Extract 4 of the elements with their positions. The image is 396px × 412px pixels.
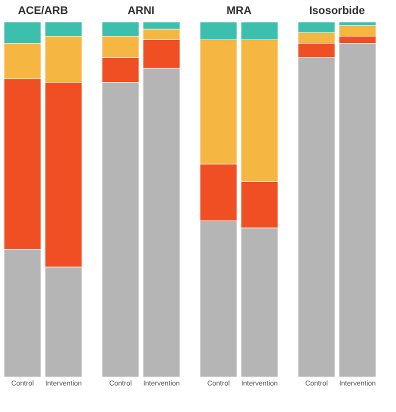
- chart-title: Isosorbide: [309, 4, 365, 17]
- chart-title: ARNI: [128, 4, 154, 17]
- chart-title: ACE/ARB: [18, 4, 68, 17]
- chart-title: MRA: [226, 4, 252, 17]
